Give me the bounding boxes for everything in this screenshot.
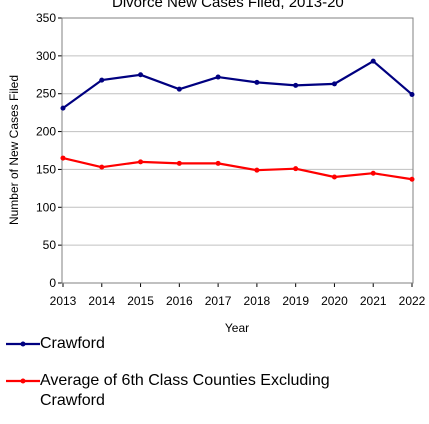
x-tick-label-2020: 2020	[321, 294, 348, 308]
x-tick-label-2017: 2017	[205, 294, 232, 308]
data-point-average-2017	[215, 160, 221, 166]
y-tick-label-300: 300	[36, 49, 56, 63]
x-tick-label-2015: 2015	[127, 294, 154, 308]
data-point-crawford-2018	[254, 79, 260, 85]
series-average	[60, 155, 415, 182]
legend: Crawford Average of 6th Class Counties E…	[6, 334, 421, 411]
x-tick-label-2016: 2016	[166, 294, 193, 308]
data-point-average-2020	[331, 174, 337, 180]
legend-label-crawford: Crawford	[40, 335, 105, 352]
data-point-crawford-2022	[409, 91, 415, 97]
legend-swatch-crawford	[6, 341, 40, 347]
data-point-average-2021	[370, 170, 376, 176]
data-point-crawford-2017	[215, 74, 221, 80]
series-line-crawford	[61, 60, 414, 110]
y-tick-label-250: 250	[36, 87, 56, 101]
y-tick-label-0: 0	[49, 276, 56, 290]
legend-item-crawford: Crawford	[6, 334, 421, 354]
data-point-average-2015	[138, 159, 144, 165]
data-point-crawford-2015	[138, 72, 144, 78]
grid-lines	[62, 55, 413, 246]
x-tick-label-2019: 2019	[282, 294, 309, 308]
plot-area-border	[61, 17, 414, 284]
x-tick-label-2018: 2018	[244, 294, 271, 308]
data-point-average-2016	[176, 160, 182, 166]
data-point-average-2014	[99, 164, 105, 170]
data-point-crawford-2021	[370, 58, 376, 64]
data-point-crawford-2014	[99, 77, 105, 83]
y-tick-label-100: 100	[36, 200, 56, 214]
y-axis-title: Number of New Cases Filed	[7, 75, 21, 225]
chart-title: Divorce New Cases Filed, 2013-20	[112, 0, 344, 11]
data-point-average-2019	[293, 166, 299, 172]
x-tick-label-2021: 2021	[360, 294, 387, 308]
y-tick-label-350: 350	[36, 11, 56, 25]
x-tick-label-2013: 2013	[50, 294, 77, 308]
y-tick-label-150: 150	[36, 162, 56, 176]
x-axis-title: Year	[225, 321, 249, 335]
data-point-crawford-2019	[293, 82, 299, 88]
x-tick-label-2022: 2022	[399, 294, 426, 308]
series-crawford	[60, 58, 415, 111]
data-point-crawford-2016	[176, 86, 182, 92]
data-point-average-2013	[60, 155, 66, 161]
y-axis-ticks: 0 50 100 150 200 250 300 350	[36, 11, 62, 290]
data-point-crawford-2020	[331, 81, 337, 87]
series-line-average	[61, 156, 414, 181]
legend-marker-crawford	[20, 341, 26, 347]
x-axis-ticks: 2013 2014 2015 2016 2017 2018 2019 2020 2021 2022	[50, 283, 426, 308]
data-point-crawford-2013	[60, 105, 66, 111]
legend-label-average: Average of 6th Class Counties Excluding …	[40, 372, 330, 409]
y-tick-label-200: 200	[36, 125, 56, 139]
data-point-average-2018	[254, 167, 260, 173]
legend-marker-average	[20, 378, 26, 384]
y-tick-label-50: 50	[43, 238, 57, 252]
legend-swatch-average	[6, 378, 40, 384]
series-layer	[60, 58, 415, 182]
x-tick-label-2014: 2014	[88, 294, 115, 308]
data-point-average-2022	[409, 176, 415, 182]
legend-item-average: Average of 6th Class Counties Excluding …	[6, 371, 421, 411]
